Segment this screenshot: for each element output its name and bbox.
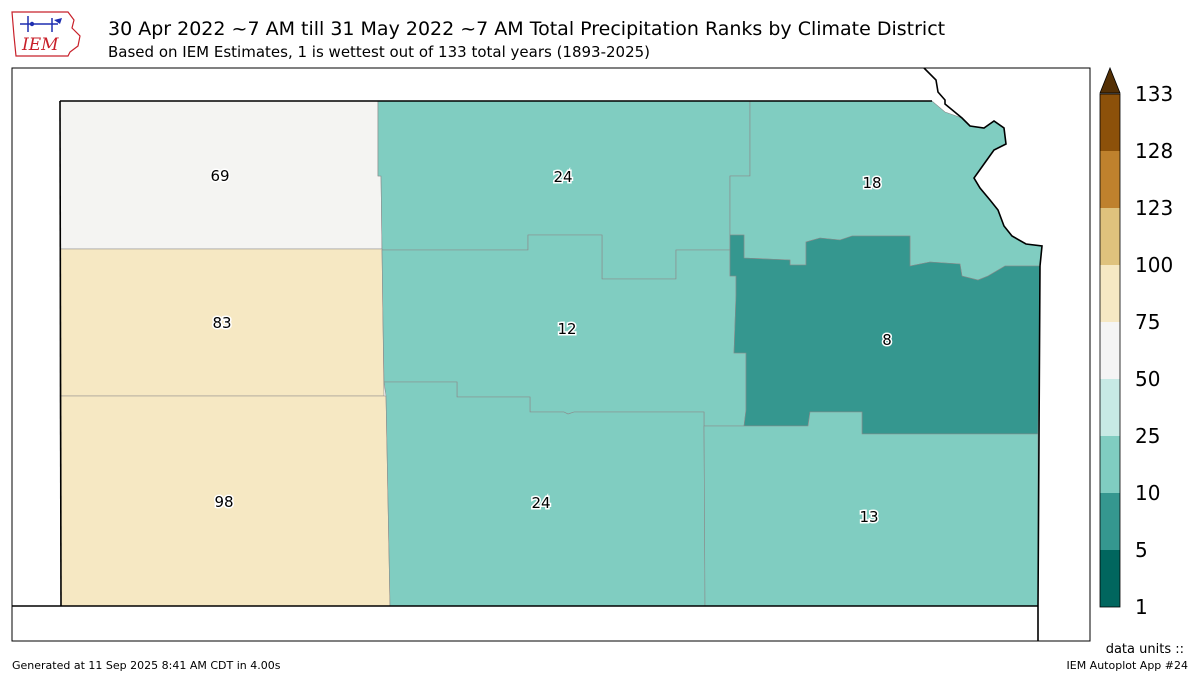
colorbar [1099,66,1121,608]
colorbar-tick-25: 25 [1135,424,1161,448]
colorbar-segment-100-123 [1100,208,1120,265]
colorbar-tick-123: 123 [1135,196,1174,220]
iem-logo: IEM [11,11,81,57]
rank-label-northwest: 69 [210,167,229,185]
rank-label-east-central: 8 [882,331,892,349]
colorbar-outline [1099,93,1121,608]
colorbar-tick-100: 100 [1135,253,1174,277]
data-units-label: data units :: [1105,642,1184,657]
colorbar-segment-10-25 [1100,436,1120,493]
rank-label-central: 12 [557,320,576,338]
colorbar-tick-1: 1 [1135,595,1148,619]
colorbar-segment-50-75 [1100,322,1120,379]
colorbar-segment-128-133 [1100,94,1120,151]
colorbar-tick-10: 10 [1135,481,1161,505]
colorbar-segment-5-10 [1100,493,1120,550]
logo-text: IEM [21,35,59,55]
colorbar-tick-5: 5 [1135,538,1148,562]
district-east-central [729,234,1041,435]
rank-label-south-central: 24 [531,494,550,512]
colorbar-tick-133: 133 [1135,82,1174,106]
rank-label-northeast: 18 [862,174,881,192]
colorbar-tick-128: 128 [1135,139,1174,163]
colorbar-segment-25-50 [1100,379,1120,436]
missouri-river-border [923,67,1043,267]
autoplot-app-label: IEM Autoplot App #24 [1066,659,1189,672]
colorbar-tick-75: 75 [1135,310,1161,334]
chart-title: 30 Apr 2022 ~7 AM till 31 May 2022 ~7 AM… [108,18,946,40]
colorbar-segment-1-5 [1100,550,1120,607]
chart-subtitle: Based on IEM Estimates, 1 is wettest out… [108,43,651,61]
rank-label-west-central: 83 [212,314,231,332]
rank-label-southeast: 13 [859,508,878,526]
state-border-west [59,100,62,607]
colorbar-extend-arrow [1099,66,1121,94]
generated-timestamp: Generated at 11 Sep 2025 8:41 AM CDT in … [12,659,281,672]
rank-label-southwest: 98 [214,493,233,511]
rank-label-north-central: 24 [553,168,572,186]
colorbar-segment-75-100 [1100,265,1120,322]
colorbar-segment-123-128 [1100,151,1120,208]
colorbar-tick-50: 50 [1135,367,1161,391]
